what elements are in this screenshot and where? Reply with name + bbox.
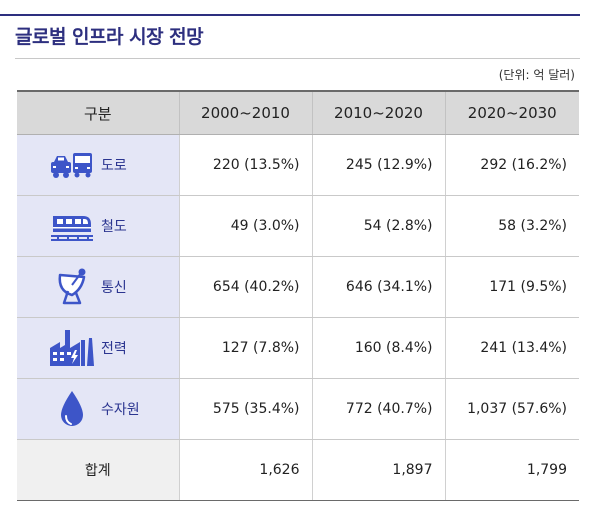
category-cell: 통신 bbox=[17, 256, 179, 318]
value-cell: 241 (13.4%) bbox=[444, 317, 579, 379]
category-label: 철도 bbox=[101, 219, 127, 235]
value-cell: 58 (3.2%) bbox=[444, 195, 579, 257]
satellite-dish-icon bbox=[47, 267, 97, 307]
table-row: 전력 127 (7.8%) 160 (8.4%) 241 (13.4%) bbox=[17, 317, 579, 379]
value-cell: 54 (2.8%) bbox=[311, 195, 445, 257]
value-cell: 220 (13.5%) bbox=[178, 134, 312, 196]
value-cell: 160 (8.4%) bbox=[311, 317, 445, 379]
category-label: 전력 bbox=[101, 341, 127, 357]
category-cell: 철도 bbox=[17, 195, 179, 257]
total-label-cell: 합계 bbox=[17, 439, 179, 501]
total-value-cell: 1,626 bbox=[178, 439, 312, 501]
table-row: 철도 49 (3.0%) 54 (2.8%) 58 (3.2%) bbox=[17, 195, 579, 257]
value-cell: 575 (35.4%) bbox=[178, 378, 312, 440]
value-cell: 772 (40.7%) bbox=[311, 378, 445, 440]
market-table: 구분 2000~2010 2010~2020 2020~2030 bbox=[17, 90, 579, 501]
total-row: 합계 1,626 1,897 1,799 bbox=[17, 439, 579, 501]
water-drop-icon bbox=[47, 389, 97, 429]
unit-note: (단위: 억 달러) bbox=[498, 68, 575, 82]
category-cell: 전력 bbox=[17, 317, 179, 379]
table-header-row: 구분 2000~2010 2010~2020 2020~2030 bbox=[17, 90, 579, 135]
value-cell: 245 (12.9%) bbox=[311, 134, 445, 196]
header-period-2: 2010~2020 bbox=[311, 90, 445, 135]
total-value-cell: 1,897 bbox=[311, 439, 445, 501]
value-cell: 654 (40.2%) bbox=[178, 256, 312, 318]
value-cell: 49 (3.0%) bbox=[178, 195, 312, 257]
category-cell: 수자원 bbox=[17, 378, 179, 440]
value-cell: 127 (7.8%) bbox=[178, 317, 312, 379]
power-plant-icon bbox=[47, 328, 97, 368]
title-divider bbox=[15, 58, 580, 59]
category-label: 도로 bbox=[101, 158, 127, 174]
total-label: 합계 bbox=[84, 463, 111, 479]
total-value-cell: 1,799 bbox=[444, 439, 579, 501]
road-vehicles-icon bbox=[47, 145, 97, 185]
value-cell: 171 (9.5%) bbox=[444, 256, 579, 318]
value-cell: 646 (34.1%) bbox=[311, 256, 445, 318]
category-label: 통신 bbox=[101, 280, 127, 296]
header-period-1: 2000~2010 bbox=[178, 90, 312, 135]
table-row: 도로 220 (13.5%) 245 (12.9%) 292 (16.2%) bbox=[17, 134, 579, 196]
category-label: 수자원 bbox=[101, 402, 140, 418]
table-row: 통신 654 (40.2%) 646 (34.1%) 171 (9.5%) bbox=[17, 256, 579, 318]
value-cell: 292 (16.2%) bbox=[444, 134, 579, 196]
header-category: 구분 bbox=[17, 90, 179, 135]
top-rule bbox=[0, 14, 580, 16]
train-icon bbox=[47, 206, 97, 246]
category-cell: 도로 bbox=[17, 134, 179, 196]
table-row: 수자원 575 (35.4%) 772 (40.7%) 1,037 (57.6%… bbox=[17, 378, 579, 440]
header-period-3: 2020~2030 bbox=[444, 90, 579, 135]
page-title: 글로벌 인프라 시장 전망 bbox=[15, 26, 204, 48]
value-cell: 1,037 (57.6%) bbox=[444, 378, 579, 440]
